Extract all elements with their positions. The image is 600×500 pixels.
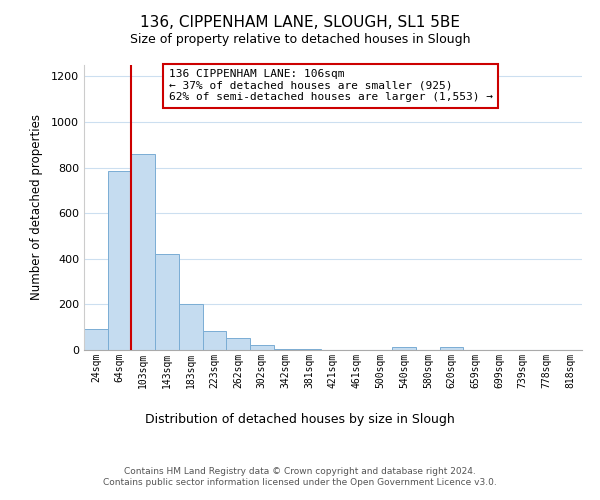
- Bar: [108, 171, 131, 350]
- Bar: [131, 154, 155, 350]
- Text: 136, CIPPENHAM LANE, SLOUGH, SL1 5BE: 136, CIPPENHAM LANE, SLOUGH, SL1 5BE: [140, 15, 460, 30]
- Bar: [274, 349, 298, 350]
- Bar: [250, 345, 274, 350]
- Text: 136 CIPPENHAM LANE: 106sqm
← 37% of detached houses are smaller (925)
62% of sem: 136 CIPPENHAM LANE: 106sqm ← 37% of deta…: [169, 70, 493, 102]
- Text: Size of property relative to detached houses in Slough: Size of property relative to detached ho…: [130, 32, 470, 46]
- Text: Distribution of detached houses by size in Slough: Distribution of detached houses by size …: [145, 412, 455, 426]
- Bar: [203, 330, 226, 350]
- Bar: [440, 348, 463, 350]
- Bar: [179, 304, 203, 350]
- Bar: [155, 254, 179, 350]
- Bar: [226, 338, 250, 350]
- Text: Contains HM Land Registry data © Crown copyright and database right 2024.
Contai: Contains HM Land Registry data © Crown c…: [103, 468, 497, 487]
- Bar: [84, 329, 108, 350]
- Y-axis label: Number of detached properties: Number of detached properties: [29, 114, 43, 300]
- Bar: [392, 348, 416, 350]
